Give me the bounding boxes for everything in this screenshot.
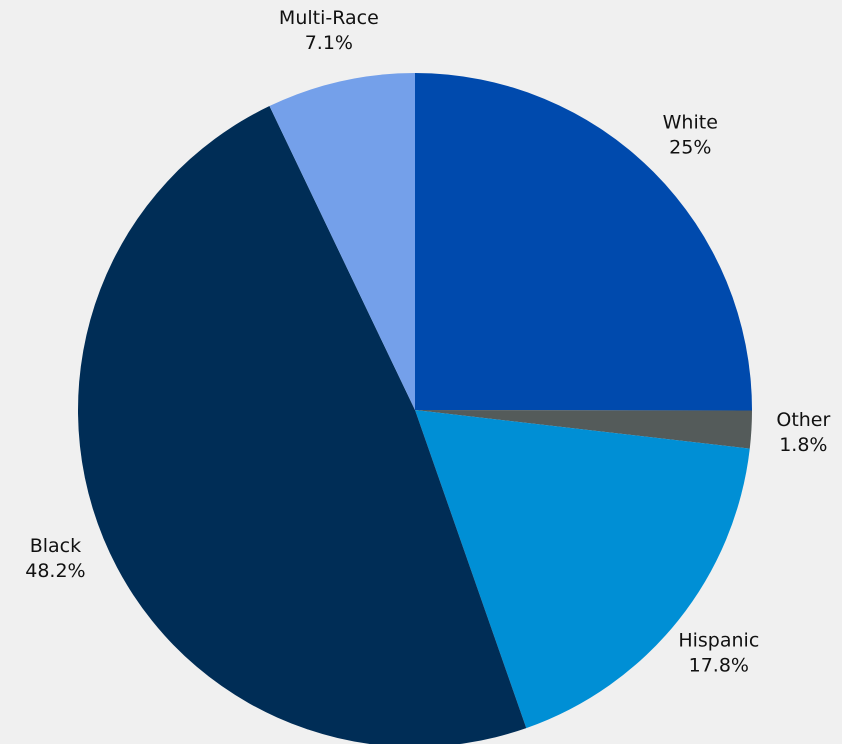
slice-value-label: 17.8% bbox=[689, 654, 749, 676]
pie-slice bbox=[415, 410, 752, 449]
pie-slice bbox=[269, 73, 415, 410]
slice-value-label: 1.8% bbox=[779, 434, 827, 456]
pie-slice bbox=[78, 106, 527, 744]
slice-value-label: 25% bbox=[669, 137, 711, 159]
slice-label: Other bbox=[776, 409, 830, 431]
slice-label: White bbox=[663, 112, 718, 134]
slice-label: Hispanic bbox=[678, 629, 759, 651]
slice-value-label: 48.2% bbox=[25, 560, 85, 582]
pie-slice bbox=[415, 73, 752, 411]
slice-label: Multi-Race bbox=[279, 7, 379, 29]
slice-value-label: 7.1% bbox=[305, 32, 353, 54]
pie-slice bbox=[415, 410, 750, 729]
slice-label: Black bbox=[30, 535, 81, 557]
